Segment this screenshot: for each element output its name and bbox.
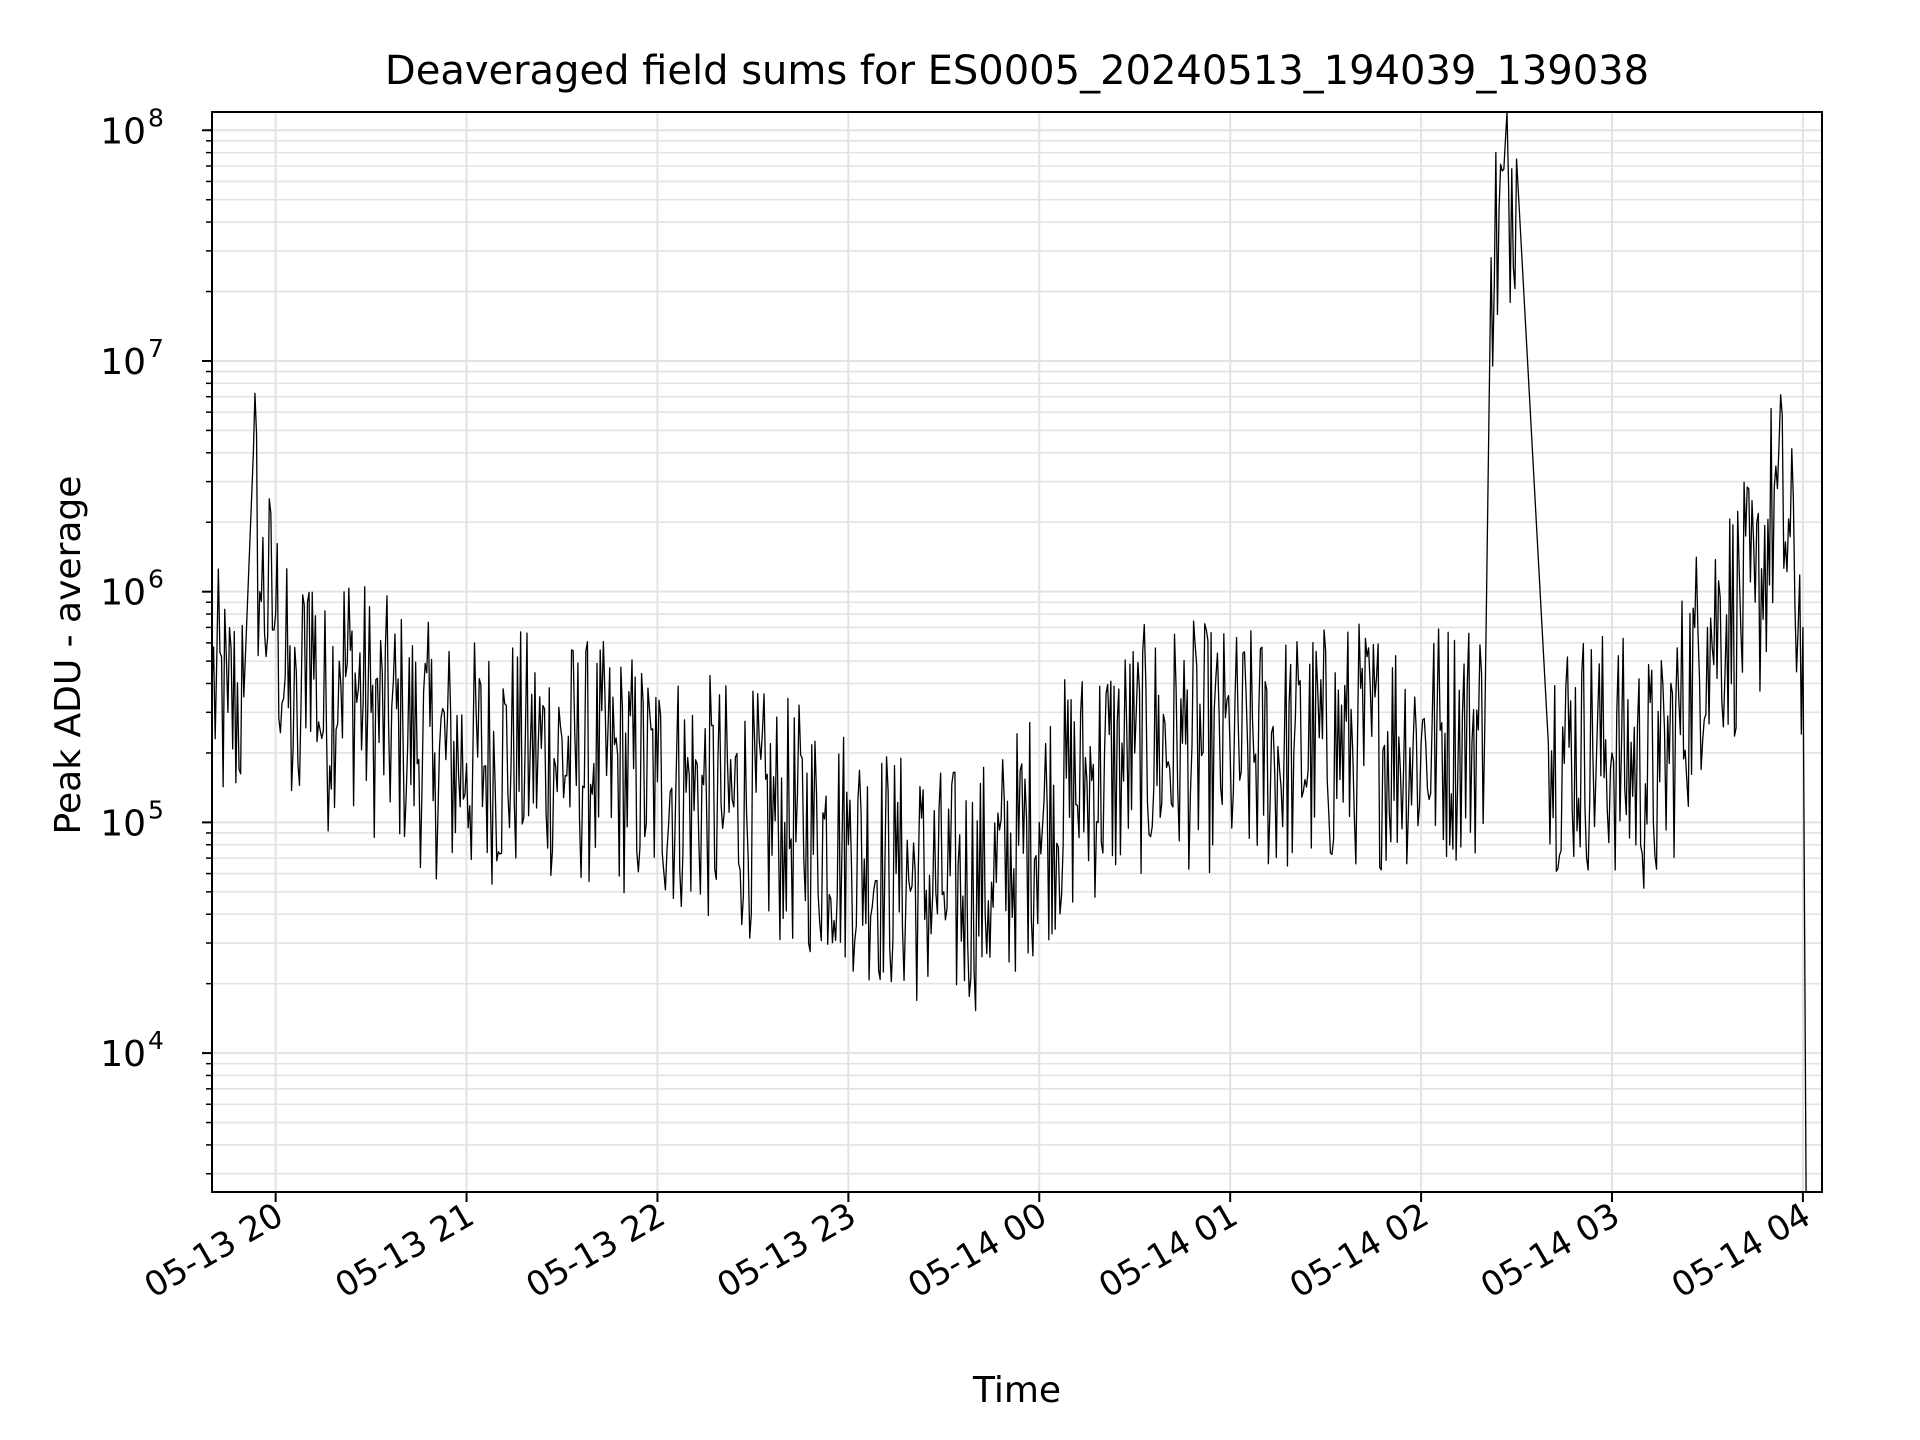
y-tick-exponent: 5 [148, 795, 164, 824]
y-tick-exponent: 4 [148, 1026, 164, 1055]
data-series-line [211, 111, 1807, 1193]
plot-area [211, 111, 1807, 1193]
x-tick-label: 05-14 04 [1665, 1195, 1817, 1306]
axes-frame [211, 111, 1823, 1193]
x-tick-label: 05-13 21 [329, 1195, 481, 1306]
x-tick-label: 05-13 20 [138, 1195, 290, 1306]
chart-title: Deaveraged field sums for ES0005_2024051… [385, 48, 1649, 94]
x-axis: 05-13 20 05-13 21 05-13 22 05-13 23 05-14 00… [138, 1192, 1817, 1306]
x-tick-label: 05-14 02 [1283, 1195, 1435, 1306]
grid [212, 112, 1822, 1192]
y-tick-label: 10 [100, 573, 146, 614]
y-tick-label: 10 [100, 342, 146, 383]
y-tick-exponent: 6 [148, 565, 164, 594]
x-tick-label: 05-14 00 [901, 1195, 1053, 1306]
y-tick-label: 10 [100, 803, 146, 844]
x-tick-label: 05-13 23 [710, 1195, 862, 1306]
y-tick-label: 10 [100, 1034, 146, 1075]
x-tick-label: 05-14 03 [1474, 1195, 1626, 1306]
x-tick-label: 05-14 01 [1092, 1195, 1244, 1306]
y-tick-label: 10 [100, 111, 146, 152]
y-tick-exponent: 8 [148, 103, 164, 132]
x-tick-label: 05-13 22 [520, 1195, 672, 1306]
y-tick-exponent: 7 [148, 334, 164, 363]
y-axis-label: Peak ADU - average [48, 476, 89, 835]
x-axis-label: Time [972, 1370, 1061, 1411]
